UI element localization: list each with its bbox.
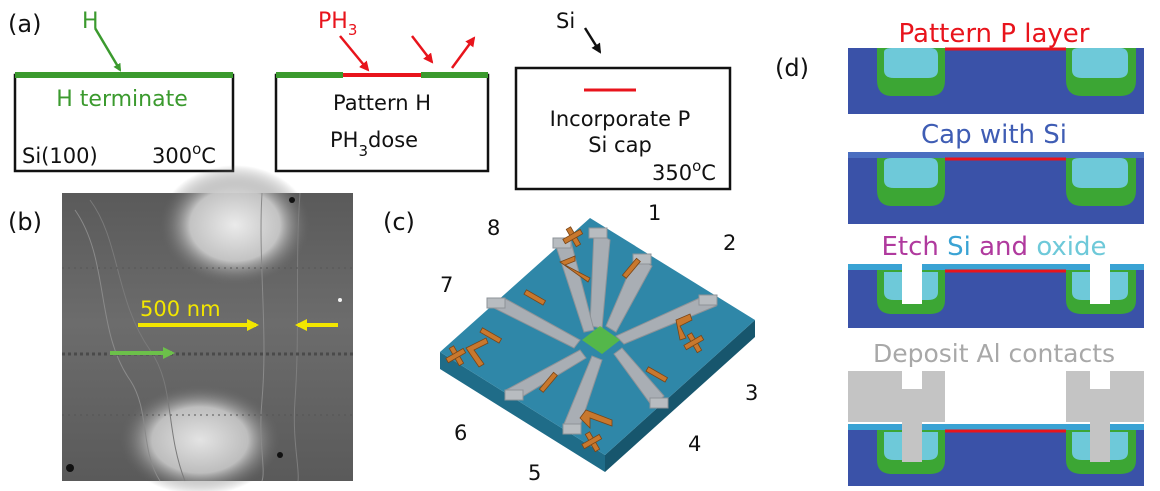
ph3-in-arrow xyxy=(339,35,370,72)
si-arrow-label: Si xyxy=(556,9,575,33)
defect-3 xyxy=(277,452,283,458)
panel-a-step3: Si Incorporate P Si cap 350oC xyxy=(514,9,732,191)
si-cap-text: Si cap xyxy=(588,133,652,157)
defect-1 xyxy=(289,197,295,203)
bond-pad-6 xyxy=(504,389,524,401)
step2-box xyxy=(274,73,490,173)
step-edge-2 xyxy=(89,199,186,482)
panel-d-label: (d) xyxy=(775,54,809,82)
oxide-left xyxy=(884,158,938,188)
cross-marker-left-h xyxy=(445,347,467,364)
chip-side-right xyxy=(605,320,755,472)
bond-pads xyxy=(486,227,718,435)
chip-side-left xyxy=(440,352,605,472)
al-gap-right xyxy=(1090,371,1110,389)
bar-marker-5 xyxy=(538,371,558,393)
bar-marker-6 xyxy=(479,327,503,344)
bar-marker-7 xyxy=(523,289,547,306)
panel-d-step3: Etch Si and oxide xyxy=(848,232,1144,328)
l-marker-top xyxy=(559,255,591,283)
bond-pad-8 xyxy=(552,237,572,249)
panel-d-step4: Deposit Al contacts xyxy=(848,339,1144,486)
contact-6-label: 6 xyxy=(454,421,467,445)
stm-image: 500 nm xyxy=(62,165,353,491)
step-edge-3 xyxy=(293,192,301,482)
contact-3-label: 3 xyxy=(745,381,758,405)
defect-4 xyxy=(338,298,342,302)
l-marker-right xyxy=(675,313,693,341)
ph3-dose-text: PH3dose xyxy=(330,128,418,160)
step-deposit-al: Deposit Al contacts xyxy=(873,339,1115,368)
panel-d-step2: Cap with Si xyxy=(848,120,1144,224)
bond-pad-7 xyxy=(486,297,506,309)
panel-a-step2: PH3 Pattern H PH3dose xyxy=(274,9,490,173)
panel-a-label: (a) xyxy=(8,10,41,38)
stm-bright-region-top xyxy=(160,165,310,285)
defect-2 xyxy=(66,464,74,472)
l-marker-bottom xyxy=(579,409,613,429)
pattern-h-text: Pattern H xyxy=(333,91,431,115)
bond-pad-4 xyxy=(649,397,669,409)
contact-5-label: 5 xyxy=(528,461,541,485)
substrate-label: Si(100) xyxy=(22,144,98,168)
alignment-markers xyxy=(445,226,705,453)
etched-via-left xyxy=(902,264,922,304)
oxide-left xyxy=(884,48,938,78)
cross-marker-right-h xyxy=(683,334,705,351)
contact-8-label: 8 xyxy=(487,216,500,240)
h-arrow xyxy=(93,27,122,72)
panel-b-label: (b) xyxy=(8,208,42,236)
step-edge-1 xyxy=(74,209,161,482)
contact-7-label: 7 xyxy=(440,273,453,297)
bar-marker-3 xyxy=(645,366,669,383)
contact-2-label: 2 xyxy=(723,231,736,255)
contact-1-label: 1 xyxy=(648,201,661,225)
ph3-in-arrow-2 xyxy=(411,35,434,64)
si-cap-layer xyxy=(848,424,1144,430)
al-contact-right xyxy=(1066,371,1144,462)
step-cap-with-si: Cap with Si xyxy=(921,120,1067,150)
scale-bar-label: 500 nm xyxy=(140,297,221,321)
step-etch: Etch Si and oxide xyxy=(881,232,1106,262)
panel-c-label: (c) xyxy=(383,208,415,236)
incorporate-p-text: Incorporate P xyxy=(550,107,691,131)
si-cap-layer xyxy=(848,264,1144,270)
step-pattern-p-layer: Pattern P layer xyxy=(899,19,1090,49)
contact-4-label: 4 xyxy=(688,432,701,456)
cross-marker-bottom-h xyxy=(581,433,603,450)
ph3-arrow-label: PH3 xyxy=(318,9,357,39)
etched-via-right xyxy=(1090,264,1110,304)
device-chip: 1 2 3 4 5 6 7 8 xyxy=(440,201,758,485)
bond-pad-2 xyxy=(632,253,652,265)
step3-box xyxy=(514,66,732,191)
al-gap-left xyxy=(902,371,922,389)
panel-a-step1: H H terminate Si(100) 300oC xyxy=(13,9,235,173)
l-marker-left xyxy=(465,337,489,368)
h-terminate-text: H terminate xyxy=(56,87,187,112)
stm-bright-region-bottom xyxy=(120,385,280,491)
step-edge-4 xyxy=(260,192,265,482)
bond-pad-3 xyxy=(698,294,718,306)
temp3-value: 350oC xyxy=(652,157,716,185)
oxide-right xyxy=(1072,158,1128,188)
bond-pad-1 xyxy=(588,227,608,239)
bond-pad-5 xyxy=(562,423,582,435)
active-region xyxy=(582,326,620,354)
bar-marker-1 xyxy=(621,257,641,279)
oxide-right xyxy=(1072,48,1128,78)
ph3-out-arrow xyxy=(450,36,476,69)
panel-d-step1: Pattern P layer xyxy=(848,19,1144,114)
si-cap-layer xyxy=(848,152,1144,158)
h-arrow-label: H xyxy=(82,9,99,34)
al-contact-left xyxy=(848,371,945,462)
cross-marker-top-h xyxy=(562,228,584,245)
si-arrow xyxy=(583,27,602,54)
temp1-value: 300oC xyxy=(152,140,216,168)
